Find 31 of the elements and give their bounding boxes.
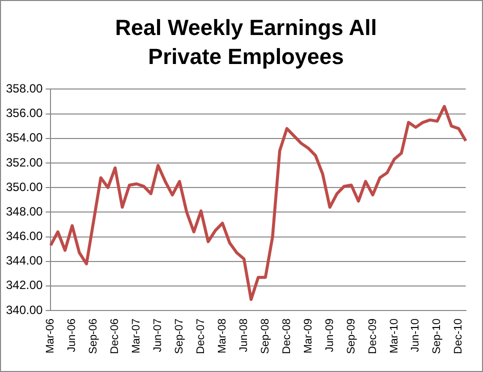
x-tick-label: Sep-07 — [174, 318, 186, 354]
x-tick-label: Jun-07 — [152, 318, 164, 352]
x-tick-label: Sep-06 — [88, 318, 100, 354]
y-tick-label: 340.00 — [6, 302, 44, 317]
y-tick-label: 346.00 — [6, 229, 44, 244]
y-tick-label: 350.00 — [6, 180, 44, 194]
x-tick-label: Dec-07 — [195, 318, 208, 354]
y-tick-label: 352.00 — [6, 155, 44, 170]
x-tick-label: Jun-09 — [324, 318, 336, 352]
x-tick-label: Sep-09 — [345, 318, 358, 354]
x-tick-label: Dec-06 — [109, 318, 122, 354]
x-tick-label: Jun-08 — [238, 318, 250, 352]
x-tick-label: Dec-09 — [366, 318, 379, 354]
x-tick-label: Mar-10 — [388, 318, 400, 354]
y-tick-label: 344.00 — [6, 254, 44, 268]
y-tick-label: 358.00 — [6, 82, 44, 96]
x-tick-label: Mar-08 — [216, 318, 228, 354]
y-tick-label: 354.00 — [6, 130, 44, 145]
x-tick-label: Mar-06 — [44, 318, 57, 354]
x-tick-label: Sep-10 — [431, 318, 444, 354]
x-tick-label: Dec-10 — [452, 318, 465, 354]
chart-title: Real Weekly Earnings All Private Employees — [114, 14, 378, 71]
x-tick-label: Mar-07 — [130, 318, 143, 354]
x-tick-label: Jun-10 — [410, 318, 422, 352]
x-tick-label: Jun-06 — [66, 318, 78, 352]
y-tick-label: 342.00 — [6, 278, 44, 292]
x-tick-label: Sep-08 — [259, 318, 272, 354]
x-tick-label: Mar-09 — [302, 318, 314, 354]
y-tick-label: 348.00 — [6, 204, 44, 218]
y-tick-label: 356.00 — [6, 106, 44, 120]
x-tick-label: Dec-08 — [280, 318, 293, 354]
